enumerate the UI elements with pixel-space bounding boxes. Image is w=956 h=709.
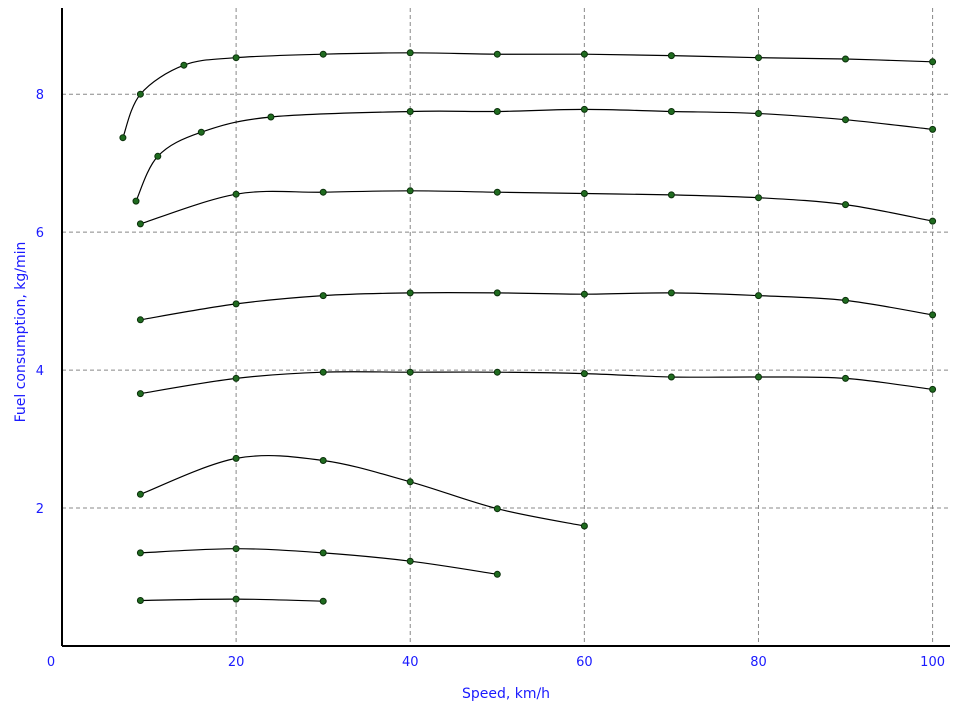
data-point — [319, 188, 327, 196]
data-point — [136, 390, 144, 398]
series-7 — [136, 545, 501, 578]
data-point — [232, 454, 240, 462]
data-point — [136, 597, 144, 604]
data-point — [406, 557, 414, 565]
data-point — [580, 370, 588, 378]
data-point — [842, 201, 849, 209]
data-point — [842, 116, 849, 124]
data-point — [755, 110, 762, 117]
data-point — [136, 490, 144, 498]
series-6 — [136, 454, 588, 530]
data-point — [132, 197, 140, 205]
data-point — [319, 50, 327, 58]
data-point — [580, 50, 588, 58]
data-point — [406, 368, 414, 376]
x-tick-label: 40 — [402, 655, 419, 670]
series-line — [140, 598, 324, 602]
data-point — [406, 478, 414, 486]
data-point — [929, 58, 937, 66]
series-line — [140, 371, 933, 395]
data-point — [667, 289, 675, 297]
data-point — [319, 292, 327, 300]
data-point — [929, 217, 937, 225]
x-tick-label: 20 — [228, 655, 245, 670]
data-point — [667, 52, 675, 60]
data-point — [406, 187, 414, 195]
data-point — [493, 368, 501, 376]
axes — [61, 8, 950, 647]
data-point — [929, 385, 937, 393]
data-point — [319, 597, 327, 605]
data-point — [755, 54, 762, 62]
data-point — [755, 194, 762, 202]
data-point — [232, 190, 240, 198]
data-point — [580, 522, 588, 530]
x-axis-title: Speed, km/h — [462, 686, 550, 702]
data-point — [667, 191, 675, 199]
data-point — [197, 128, 205, 136]
data-point — [180, 61, 188, 69]
data-point — [319, 457, 327, 464]
data-point — [929, 311, 937, 319]
series-1 — [119, 49, 937, 142]
data-point — [319, 549, 327, 557]
x-tick-label: 60 — [576, 655, 593, 670]
y-tick-label: 6 — [36, 226, 44, 241]
data-point — [406, 289, 414, 297]
series-line — [140, 190, 933, 225]
data-point — [493, 50, 501, 58]
data-point — [580, 190, 588, 197]
data-point — [755, 373, 762, 381]
data-point — [493, 505, 501, 513]
y-axis-title: Fuel consumption, kg/min — [13, 242, 29, 423]
x-tick-label: 100 — [920, 655, 945, 670]
data-point — [232, 374, 240, 382]
y-tick-label: 4 — [36, 364, 44, 379]
data-series — [119, 49, 937, 605]
series-line — [122, 52, 933, 138]
data-point — [580, 290, 588, 298]
data-point — [232, 54, 240, 62]
data-point — [136, 90, 144, 98]
series-4 — [136, 289, 937, 324]
data-point — [755, 292, 762, 300]
data-point — [493, 289, 501, 297]
series-8 — [136, 595, 327, 605]
data-point — [267, 113, 275, 121]
data-point — [667, 108, 675, 115]
data-point — [580, 105, 588, 113]
data-point — [232, 300, 240, 308]
series-line — [135, 108, 933, 202]
tick-labels: 0 20 40 60 80 100 2 4 6 8 — [36, 88, 945, 670]
data-point — [493, 570, 501, 578]
series-line — [140, 548, 498, 575]
data-point — [232, 595, 240, 603]
series-3 — [136, 187, 937, 228]
data-point — [319, 368, 327, 376]
y-tick-label: 8 — [36, 88, 44, 103]
data-point — [232, 545, 240, 553]
data-point — [842, 374, 849, 382]
data-point — [136, 316, 144, 324]
data-point — [406, 49, 414, 57]
x-tick-label: 0 — [47, 655, 55, 670]
series-5 — [136, 368, 937, 398]
series-2 — [132, 105, 937, 205]
x-tick-label: 80 — [750, 655, 767, 670]
y-tick-label: 2 — [36, 502, 44, 517]
data-point — [119, 134, 127, 142]
data-point — [493, 188, 501, 196]
series-line — [140, 291, 933, 321]
data-point — [842, 296, 849, 304]
data-point — [406, 108, 414, 115]
data-point — [842, 55, 849, 63]
data-point — [154, 152, 162, 160]
series-line — [140, 454, 585, 527]
data-point — [929, 125, 937, 133]
data-point — [493, 108, 501, 115]
data-point — [136, 220, 144, 228]
data-point — [136, 549, 144, 557]
data-point — [667, 373, 675, 381]
